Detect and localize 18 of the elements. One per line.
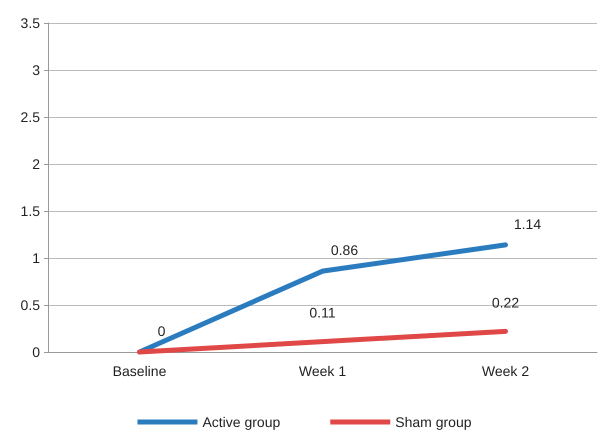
data-label: 0.86 — [330, 242, 358, 258]
y-tick-label: 3.5 — [20, 15, 40, 31]
y-tick-label: 3 — [32, 62, 40, 78]
x-tick-label: Week 1 — [298, 363, 346, 379]
y-tick-label: 2 — [32, 156, 40, 172]
y-tick-label: 0 — [32, 344, 40, 360]
y-tick-label: 1 — [32, 250, 40, 266]
x-tick-label: Baseline — [112, 363, 167, 379]
data-label: 0.11 — [309, 304, 336, 321]
y-tick-label: 2.5 — [20, 109, 40, 125]
data-label: 0 — [158, 323, 166, 339]
y-tick-label: 1.5 — [20, 203, 40, 219]
data-label: 1.14 — [514, 216, 542, 232]
data-label: 0.22 — [492, 294, 520, 310]
legend-label: Sham group — [395, 414, 472, 430]
y-tick-label: 0.5 — [20, 297, 40, 313]
x-tick-label: Week 2 — [482, 363, 530, 379]
legend-label: Active group — [202, 414, 280, 430]
